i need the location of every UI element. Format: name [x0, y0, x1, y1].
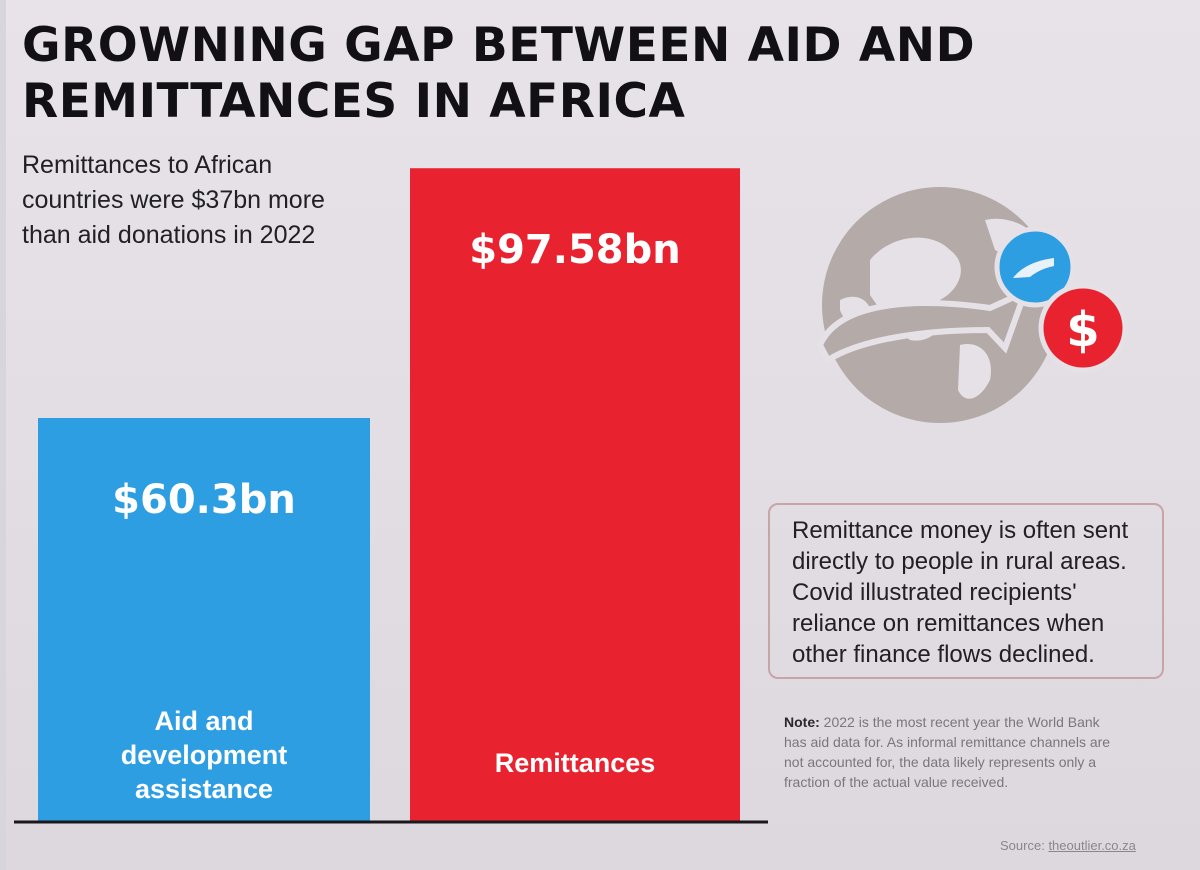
note-text: 2022 is the most recent year the World B… — [784, 714, 1111, 790]
hand-icon — [994, 226, 1076, 308]
source: Source: theoutlier.co.za — [1000, 838, 1136, 853]
bar-0 — [38, 417, 370, 822]
svg-text:$: $ — [1066, 302, 1099, 358]
bar-1 — [410, 168, 740, 823]
bar-category-label-0-1: development — [121, 740, 288, 770]
note: Note: 2022 is the most recent year the W… — [784, 712, 1114, 792]
page-title: GROWNING GAP BETWEEN AID AND REMITTANCES… — [22, 18, 976, 129]
callout-box: Remittance money is often sent directly … — [768, 503, 1164, 679]
bar-value-label-1: $97.58bn — [469, 227, 680, 273]
globe-with-arrow-icon: $ — [816, 187, 1128, 423]
bar-category-label-0-0: Aid and — [155, 706, 254, 736]
subtitle: Remittances to African countries were $3… — [22, 151, 325, 249]
bar-chart: $60.3bn Aid and development assistance $97.5… — [14, 168, 768, 824]
source-label: Source: — [1000, 838, 1045, 853]
bar-category-label-1-0: Remittances — [495, 748, 656, 778]
bar-value-label-0: $60.3bn — [112, 477, 296, 523]
bar-category-label-0-2: assistance — [135, 774, 273, 804]
dollar-icon: $ — [1038, 283, 1128, 373]
note-label: Note: — [784, 714, 820, 730]
source-link: theoutlier.co.za — [1048, 838, 1136, 853]
